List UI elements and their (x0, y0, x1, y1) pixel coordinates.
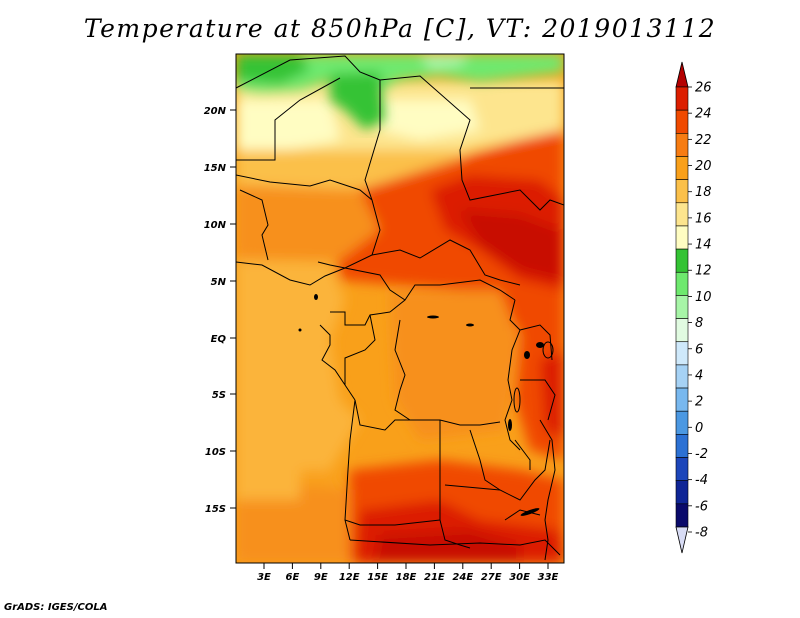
colorbar-label: 4 (695, 368, 703, 383)
colorbar-label: 14 (695, 238, 712, 253)
lat-tick-label: 10S (205, 447, 226, 458)
colorbar-label: -8 (695, 526, 708, 541)
lon-tick-label: 27E (481, 572, 502, 583)
colorbar-swatch (675, 341, 689, 366)
grads-credit: GrADS: IGES/COLA (4, 602, 108, 613)
colorbar-swatch (675, 457, 689, 481)
colorbar-label: 12 (695, 264, 712, 279)
lat-tick-label: 5N (211, 277, 227, 288)
lon-tick-label: 9E (314, 572, 328, 583)
colorbar-swatch (675, 295, 689, 319)
lon-tick-label: 33E (538, 572, 559, 583)
colorbar-label: 22 (695, 133, 712, 148)
colorbar-swatch (675, 364, 689, 389)
lon-tick-label: 18E (396, 572, 417, 583)
colorbar-swatch (675, 271, 689, 296)
colorbar-swatch (675, 109, 689, 134)
lon-tick-label: 6E (286, 572, 300, 583)
temperature-field (236, 54, 564, 563)
colorbar-label: 10 (695, 290, 712, 305)
colorbar-swatch (675, 86, 689, 111)
lat-tick-label: 15N (204, 163, 227, 174)
colorbar-swatch (675, 225, 689, 250)
colorbar-label: 8 (695, 316, 703, 331)
map-frame (235, 53, 565, 564)
lat-tick-label: 10N (204, 220, 227, 231)
colorbar-label: 26 (695, 81, 712, 96)
colorbar-swatch (675, 434, 689, 458)
lat-tick-label: EQ (211, 334, 227, 345)
colorbar-swatch (675, 480, 689, 505)
colorbar-swatch (675, 318, 689, 343)
colorbar-swatch (675, 202, 689, 227)
colorbar-arrow-top (675, 61, 689, 88)
colorbar-swatch (675, 179, 689, 204)
colorbar-swatch (675, 503, 689, 528)
lakes (298, 294, 554, 516)
lon-tick-label: 30E (509, 572, 530, 583)
colorbar-swatch (675, 133, 689, 157)
colorbar-label: -2 (695, 447, 708, 462)
latitude-axis: 20N 15N 10N 5N EQ 5S 10S 15S (204, 106, 236, 515)
colorbar-label: -4 (695, 473, 708, 488)
colorbar-label: -6 (695, 499, 708, 514)
country-borders (236, 55, 564, 561)
colorbar-label: 0 (695, 421, 703, 436)
colorbar-label: 2 (695, 395, 703, 410)
lon-tick-label: 24E (452, 572, 473, 583)
lon-tick-label: 21E (424, 572, 445, 583)
lat-tick-label: 20N (204, 106, 227, 117)
colorbar-arrow-bottom (675, 526, 689, 554)
lat-tick-label: 5S (212, 390, 226, 401)
colorbar-swatch (675, 248, 689, 273)
colorbar-swatch (675, 156, 689, 180)
map-title: Temperature at 850hPa [C], VT: 201901311… (83, 14, 717, 43)
longitude-axis: 3E 6E 9E 12E 15E 18E 21E 24E 27E 30E 33E (257, 563, 559, 583)
colorbar-label: 6 (695, 342, 703, 357)
colorbar-label: 20 (695, 159, 712, 174)
lat-tick-label: 15S (205, 504, 226, 515)
colorbar-swatch (675, 387, 689, 412)
colorbar-label: 24 (695, 107, 712, 122)
colorbar-swatch (675, 410, 689, 435)
colorbar-label: 18 (695, 185, 712, 200)
lon-tick-label: 12E (339, 572, 360, 583)
lon-tick-label: 3E (257, 572, 271, 583)
colorbar-label: 16 (695, 211, 712, 226)
lon-tick-label: 15E (367, 572, 388, 583)
